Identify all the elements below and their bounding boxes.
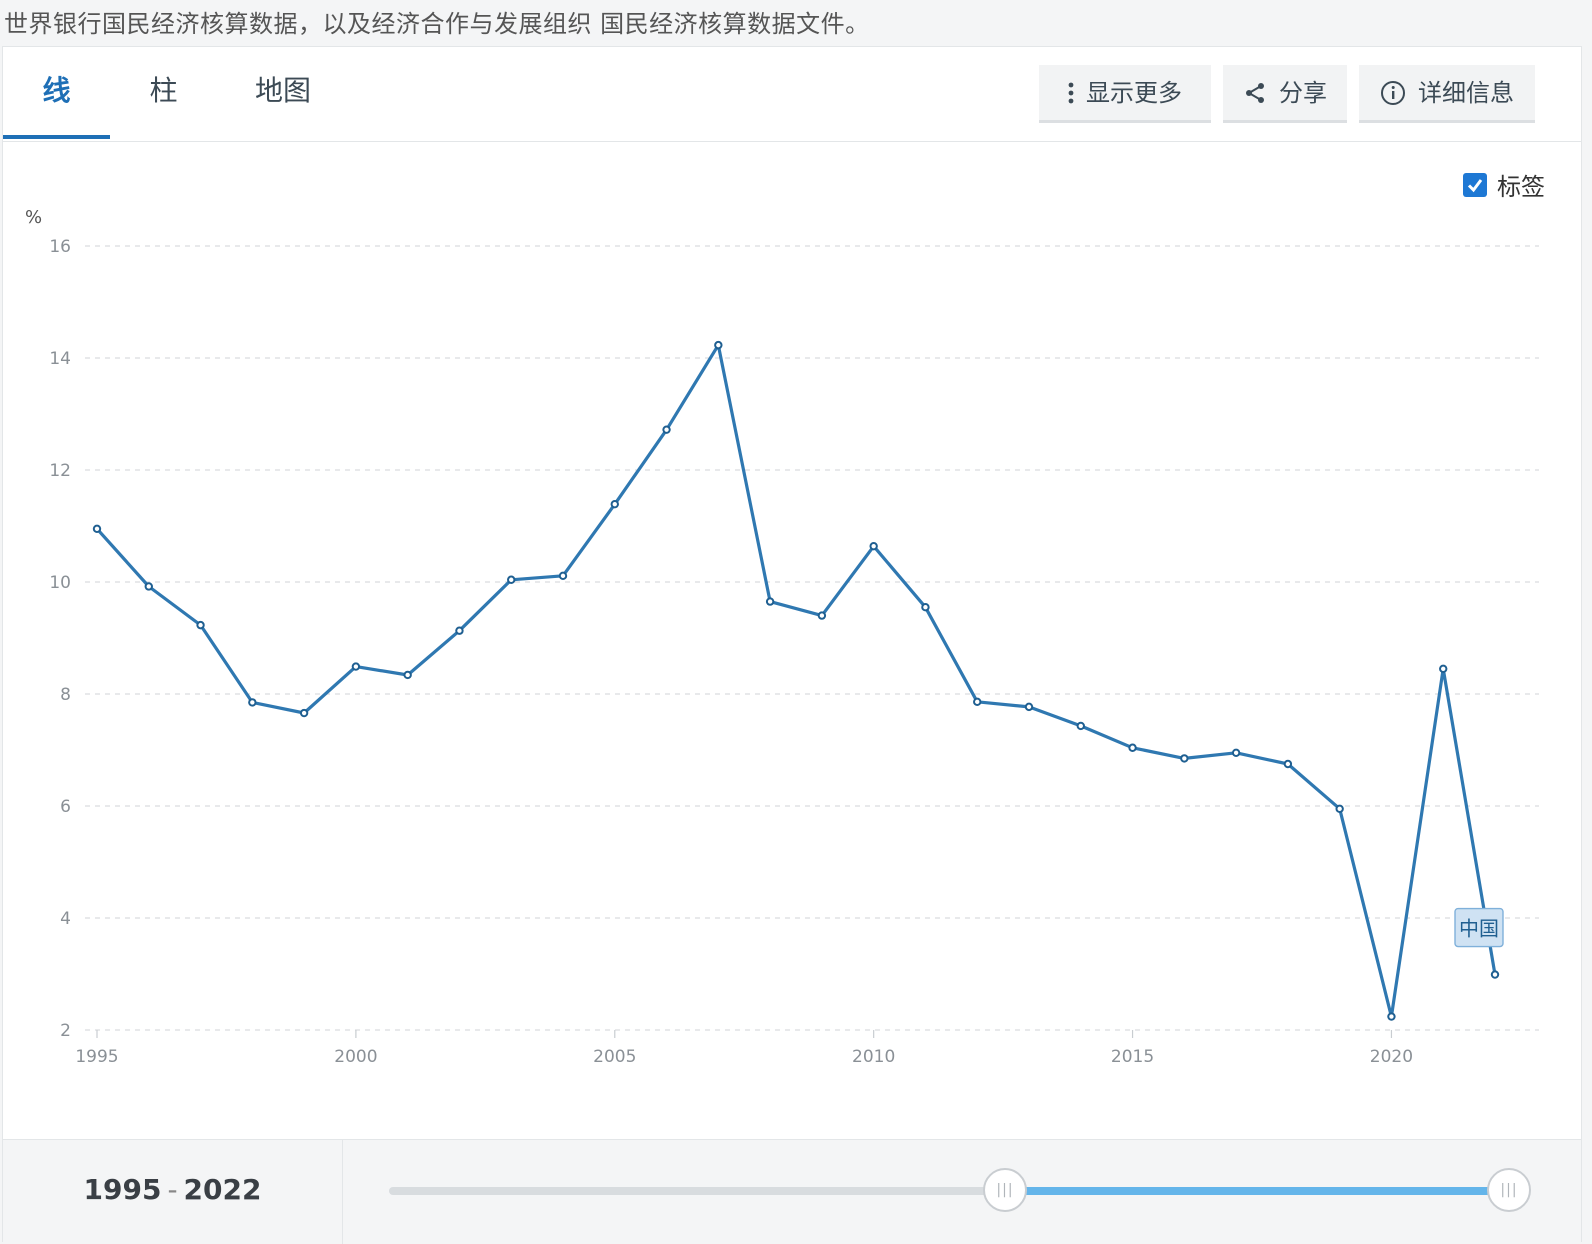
range-handle-start[interactable]: ||| (983, 1168, 1027, 1212)
data-point (248, 698, 257, 707)
x-tick-label: 1995 (75, 1047, 118, 1067)
y-tick-label: 16 (49, 237, 71, 257)
x-tick-label: 2000 (334, 1047, 377, 1067)
data-point (196, 620, 205, 630)
tab-line[interactable]: 线 (3, 47, 110, 139)
data-point (1076, 721, 1085, 731)
data-point (817, 611, 827, 620)
data-point (1180, 754, 1189, 763)
share-label: 分享 (1279, 78, 1327, 107)
data-point (1490, 970, 1500, 979)
info-icon (1381, 80, 1405, 105)
data-point (1283, 759, 1293, 769)
checkmark-icon (1467, 178, 1483, 192)
data-point (869, 541, 878, 551)
view-tabs: 线 柱 地图 显示更多 分享 详细信息 (3, 47, 1581, 142)
data-point (921, 603, 930, 612)
y-axis-label: % (25, 207, 42, 228)
y-tick-label: 2 (60, 1021, 71, 1041)
series-line (95, 343, 1497, 1019)
chart-area: 2 4 6 8 10 12 14 16% 1995 2000 2005 2010 2015 2020 中国 (3, 142, 1583, 1142)
range-footer: 1995-2022 ||| ||| (3, 1139, 1581, 1244)
range-track-fill (1005, 1187, 1509, 1195)
data-point (299, 708, 309, 718)
data-point (1387, 1012, 1396, 1021)
show-more-label: 显示更多 (1086, 78, 1182, 107)
range-end: 2022 (183, 1173, 262, 1206)
x-tick-label: 2010 (852, 1047, 895, 1067)
labels-toggle[interactable]: 标签 (1463, 167, 1545, 202)
data-point (973, 697, 982, 707)
data-point (1024, 702, 1034, 712)
data-point (662, 425, 671, 434)
data-point (507, 575, 516, 584)
data-point (92, 524, 102, 533)
range-start: 1995 (83, 1173, 162, 1206)
share-icon (1246, 82, 1264, 103)
data-point (558, 571, 568, 581)
series-label-box (1454, 907, 1504, 948)
data-point (714, 340, 723, 350)
y-tick-label: 8 (60, 685, 71, 705)
x-tick-label: 2005 (593, 1047, 636, 1067)
details-button[interactable]: 详细信息 (1359, 65, 1535, 123)
y-tick-label: 14 (49, 349, 71, 369)
data-point (403, 670, 412, 680)
data-point (455, 626, 464, 635)
range-separator: - (167, 1173, 178, 1206)
data-point (610, 499, 619, 509)
range-track[interactable] (389, 1187, 1509, 1195)
labels-checkbox[interactable] (1463, 172, 1487, 197)
data-point (1128, 743, 1137, 752)
data-point (1439, 664, 1448, 673)
x-tick-label: 2015 (1111, 1047, 1154, 1067)
data-point (765, 597, 775, 606)
y-tick-label: 4 (60, 909, 71, 929)
range-handle-end[interactable]: ||| (1487, 1168, 1531, 1212)
y-tick-label: 6 (60, 797, 71, 817)
line-chart: 2 4 6 8 10 12 14 16% 1995 2000 2005 2010 2015 2020 中国 (25, 207, 1539, 1067)
data-point (1231, 748, 1241, 757)
x-tick-label: 2020 (1370, 1047, 1413, 1067)
chart-panel: 线 柱 地图 显示更多 分享 详细信息 2 4 6 8 10 12 14 16% 1995 200… (2, 46, 1583, 1244)
y-tick-label: 12 (49, 461, 71, 481)
data-point (1335, 804, 1344, 813)
show-more-button[interactable]: 显示更多 (1039, 65, 1211, 123)
tab-map[interactable]: 地图 (254, 74, 311, 107)
tab-bar[interactable]: 柱 (149, 74, 178, 107)
more-vertical-icon (1068, 82, 1074, 103)
data-point (144, 582, 153, 591)
year-range: 1995-2022 (3, 1140, 343, 1244)
data-point (351, 662, 361, 671)
labels-toggle-label: 标签 (1497, 173, 1545, 201)
share-button[interactable]: 分享 (1223, 65, 1347, 123)
source-note: 世界银行国民经济核算数据，以及经济合作与发展组织 国民经济核算数据文件。 (4, 10, 870, 38)
details-label: 详细信息 (1418, 78, 1514, 107)
y-tick-label: 10 (49, 573, 71, 593)
series-label: 中国 (1459, 917, 1499, 941)
